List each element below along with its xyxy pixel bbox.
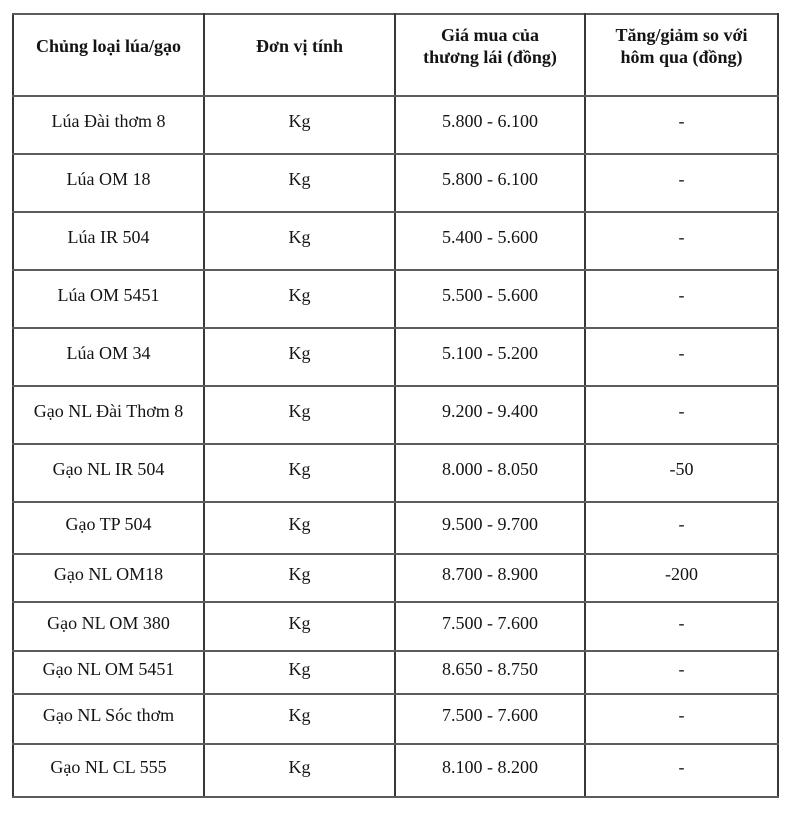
cell-unit: Kg xyxy=(203,501,396,555)
cell-price: 8.700 - 8.900 xyxy=(394,553,586,603)
cell-price: 8.100 - 8.200 xyxy=(394,743,586,798)
cell-change: - xyxy=(584,693,779,745)
cell-unit: Kg xyxy=(203,211,396,271)
table-row: Gạo NL OM 5451 Kg 8.650 - 8.750- xyxy=(12,650,779,695)
cell-variety: Lúa IR 504 xyxy=(12,211,205,271)
cell-variety: Gạo NL OM 5451 xyxy=(12,650,205,695)
cell-price: 5.100 - 5.200 xyxy=(394,327,586,387)
cell-price: 5.800 - 6.100 xyxy=(394,95,586,155)
cell-unit: Kg xyxy=(203,743,396,798)
cell-change: - xyxy=(584,743,779,798)
cell-variety: Gạo NL Sóc thơm xyxy=(12,693,205,745)
table-row: Gạo NL CL 555 Kg 8.100 - 8.200- xyxy=(12,743,779,798)
cell-change: -50 xyxy=(584,443,779,503)
header-row: Chủng loại lúa/gạo Đơn vị tính Giá mua c… xyxy=(12,13,779,97)
table-row: Lúa OM 18 Kg 5.800 - 6.100- xyxy=(12,153,779,213)
cell-variety: Gạo NL Đài Thơm 8 xyxy=(12,385,205,445)
cell-change: - xyxy=(584,211,779,271)
table-row: Gạo NL Sóc thơm Kg 7.500 - 7.600- xyxy=(12,693,779,745)
cell-unit: Kg xyxy=(203,269,396,329)
table-row: Gạo NL Đài Thơm 8 Kg 9.200 - 9.400- xyxy=(12,385,779,445)
col-header-price: Giá mua của thương lái (đồng) xyxy=(394,13,586,97)
cell-price: 8.000 - 8.050 xyxy=(394,443,586,503)
cell-change: -200 xyxy=(584,553,779,603)
table-row: Lúa Đài thơm 8 Kg 5.800 - 6.100- xyxy=(12,95,779,155)
col-header-change: Tăng/giảm so với hôm qua (đồng) xyxy=(584,13,779,97)
cell-variety: Gạo NL CL 555 xyxy=(12,743,205,798)
cell-change: - xyxy=(584,601,779,652)
cell-variety: Lúa OM 5451 xyxy=(12,269,205,329)
cell-variety: Gạo NL OM 380 xyxy=(12,601,205,652)
cell-variety: Gạo TP 504 xyxy=(12,501,205,555)
cell-variety: Gạo NL OM18 xyxy=(12,553,205,603)
cell-variety: Lúa OM 34 xyxy=(12,327,205,387)
table-row: Gạo TP 504 Kg 9.500 - 9.700- xyxy=(12,501,779,555)
cell-unit: Kg xyxy=(203,327,396,387)
col-header-variety: Chủng loại lúa/gạo xyxy=(12,13,205,97)
cell-unit: Kg xyxy=(203,153,396,213)
cell-change: - xyxy=(584,153,779,213)
cell-change: - xyxy=(584,501,779,555)
cell-price: 9.500 - 9.700 xyxy=(394,501,586,555)
cell-unit: Kg xyxy=(203,601,396,652)
cell-change: - xyxy=(584,327,779,387)
col-header-unit: Đơn vị tính xyxy=(203,13,396,97)
cell-unit: Kg xyxy=(203,553,396,603)
cell-price: 7.500 - 7.600 xyxy=(394,601,586,652)
cell-variety: Gạo NL IR 504 xyxy=(12,443,205,503)
table-row: Lúa OM 5451 Kg 5.500 - 5.600- xyxy=(12,269,779,329)
cell-change: - xyxy=(584,650,779,695)
cell-price: 5.500 - 5.600 xyxy=(394,269,586,329)
table-row: Gạo NL OM 380 Kg 7.500 - 7.600- xyxy=(12,601,779,652)
table-body: Lúa Đài thơm 8 Kg 5.800 - 6.100- Lúa OM 18 K… xyxy=(12,95,779,798)
cell-change: - xyxy=(584,269,779,329)
cell-variety: Lúa Đài thơm 8 xyxy=(12,95,205,155)
cell-price: 5.400 - 5.600 xyxy=(394,211,586,271)
rice-price-table: Chủng loại lúa/gạo Đơn vị tính Giá mua c… xyxy=(12,13,779,798)
table-row: Gạo NL OM18 Kg 8.700 - 8.900 -200 xyxy=(12,553,779,603)
table-row: Gạo NL IR 504 Kg 8.000 - 8.050 -50 xyxy=(12,443,779,503)
cell-change: - xyxy=(584,385,779,445)
cell-variety: Lúa OM 18 xyxy=(12,153,205,213)
cell-unit: Kg xyxy=(203,443,396,503)
cell-price: 8.650 - 8.750 xyxy=(394,650,586,695)
cell-unit: Kg xyxy=(203,95,396,155)
cell-price: 7.500 - 7.600 xyxy=(394,693,586,745)
cell-unit: Kg xyxy=(203,693,396,745)
cell-unit: Kg xyxy=(203,650,396,695)
cell-price: 5.800 - 6.100 xyxy=(394,153,586,213)
cell-change: - xyxy=(584,95,779,155)
cell-unit: Kg xyxy=(203,385,396,445)
cell-price: 9.200 - 9.400 xyxy=(394,385,586,445)
table-row: Lúa IR 504 Kg 5.400 - 5.600- xyxy=(12,211,779,271)
table-row: Lúa OM 34 Kg 5.100 - 5.200- xyxy=(12,327,779,387)
